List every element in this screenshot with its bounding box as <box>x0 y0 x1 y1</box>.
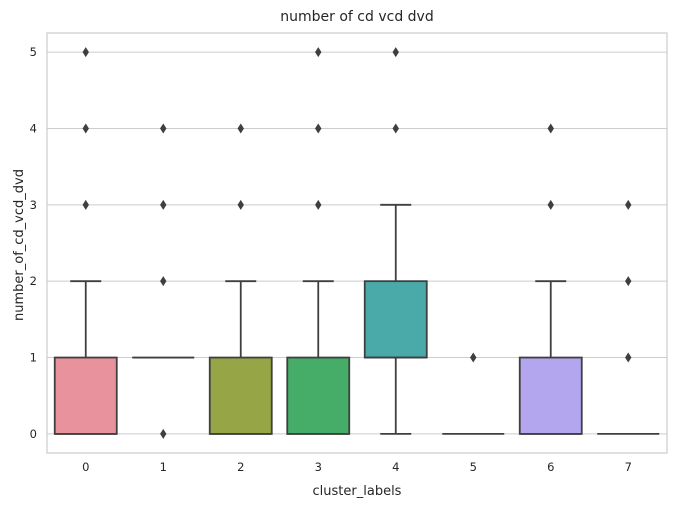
box-group-4 <box>363 47 428 435</box>
outlier-point-5-1 <box>470 352 477 363</box>
y-tick-label-5: 5 <box>30 45 37 59</box>
y-tick-label-3: 3 <box>30 198 37 212</box>
box-group-6 <box>518 123 583 435</box>
box-0 <box>53 356 118 435</box>
x-tick-label-7: 7 <box>625 460 632 474</box>
chart-title: number of cd vcd dvd <box>280 9 433 25</box>
box-group-3 <box>286 47 351 435</box>
x-tick-label-1: 1 <box>160 460 167 474</box>
x-tick-label-0: 0 <box>82 460 89 474</box>
outlier-point-4-5 <box>392 47 399 58</box>
box-group-5 <box>442 352 505 435</box>
y-axis-label: number_of_cd_vcd_dvd <box>12 169 27 321</box>
outlier-point-6-4 <box>547 123 554 134</box>
box-group-1 <box>132 123 195 439</box>
box-group-0 <box>53 47 118 435</box>
y-tick-labels: 0 1 2 3 4 5 <box>30 45 37 441</box>
outlier-point-1-3 <box>160 199 167 210</box>
outlier-point-7-2 <box>625 276 632 287</box>
y-tick-label-1: 1 <box>30 351 37 365</box>
y-tick-label-2: 2 <box>30 274 37 288</box>
y-tick-label-4: 4 <box>30 121 37 135</box>
x-tick-label-4: 4 <box>392 460 399 474</box>
box-4 <box>363 280 428 359</box>
y-tick-label-0: 0 <box>30 427 37 441</box>
outlier-point-0-5 <box>82 47 89 58</box>
box-6 <box>518 356 583 435</box>
outlier-point-7-1 <box>625 352 632 363</box>
box-2 <box>208 356 273 435</box>
box-group-2 <box>208 123 273 435</box>
outlier-point-7-3 <box>625 199 632 210</box>
outlier-point-3-5 <box>315 47 322 58</box>
outlier-point-0-4 <box>82 123 89 134</box>
box-3 <box>286 356 351 435</box>
outlier-point-1-4 <box>160 123 167 134</box>
x-tick-label-2: 2 <box>237 460 244 474</box>
outlier-point-0-3 <box>82 199 89 210</box>
x-tick-label-3: 3 <box>315 460 322 474</box>
outlier-point-1-2 <box>160 276 167 287</box>
outlier-point-4-4 <box>392 123 399 134</box>
box-group-7 <box>597 199 660 435</box>
boxes <box>53 47 660 439</box>
outlier-point-2-4 <box>237 123 244 134</box>
outlier-point-2-3 <box>237 199 244 210</box>
x-tick-label-6: 6 <box>547 460 554 474</box>
x-tick-label-5: 5 <box>470 460 477 474</box>
outlier-point-1-0 <box>160 428 167 439</box>
outlier-point-6-3 <box>547 199 554 210</box>
outlier-point-3-4 <box>315 123 322 134</box>
plot-frame <box>46 32 668 454</box>
outlier-point-3-3 <box>315 199 322 210</box>
x-axis-label: cluster_labels <box>313 484 402 499</box>
x-tick-labels: 0 1 2 3 4 5 6 7 <box>82 460 632 474</box>
